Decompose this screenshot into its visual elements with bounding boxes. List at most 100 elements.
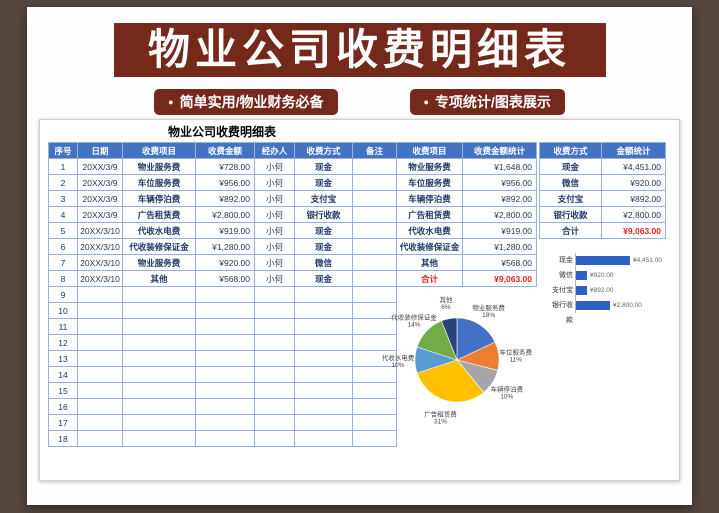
table-cell[interactable]: 车辆停泊费 — [122, 190, 196, 207]
table-cell[interactable]: 小何 — [254, 174, 295, 191]
table-cell[interactable]: ¥2,800.00 — [195, 206, 255, 223]
table-cell[interactable] — [77, 398, 123, 415]
table-cell[interactable]: 车位服务费 — [396, 174, 463, 191]
bar[interactable] — [576, 256, 630, 265]
table-cell[interactable]: 现金 — [294, 174, 353, 191]
table-cell[interactable] — [122, 382, 196, 399]
table-cell[interactable] — [77, 430, 123, 447]
total-label[interactable]: 合计 — [539, 222, 602, 239]
pie-slice[interactable] — [441, 317, 458, 361]
table-cell[interactable] — [254, 350, 295, 367]
table-cell[interactable]: 代收装修保证金 — [122, 238, 196, 255]
table-cell[interactable]: 物业服务费 — [122, 254, 196, 271]
table-cell[interactable] — [254, 366, 295, 383]
table-cell[interactable]: 小何 — [254, 206, 295, 223]
table-cell[interactable]: 20XX/3/10 — [77, 254, 123, 271]
table-cell[interactable] — [122, 302, 196, 319]
table-cell[interactable]: ¥892.00 — [195, 190, 255, 207]
table-cell[interactable]: 2 — [48, 174, 78, 191]
table-cell[interactable]: ¥4,451.00 — [601, 158, 666, 175]
table-cell[interactable] — [77, 414, 123, 431]
table-cell[interactable]: ¥2,800.00 — [462, 206, 537, 223]
table-cell[interactable] — [352, 430, 397, 447]
table-cell[interactable]: 20XX/3/9 — [77, 206, 123, 223]
table-cell[interactable]: ¥568.00 — [462, 254, 537, 271]
total-value[interactable]: ¥9,063.00 — [601, 222, 666, 239]
table-cell[interactable]: ¥919.00 — [462, 222, 537, 239]
table-cell[interactable] — [77, 366, 123, 383]
table-cell[interactable]: 5 — [48, 222, 78, 239]
table-cell[interactable] — [122, 430, 196, 447]
table-cell[interactable] — [294, 382, 353, 399]
table-cell[interactable] — [122, 398, 196, 415]
table-cell[interactable] — [77, 302, 123, 319]
table-cell[interactable] — [294, 366, 353, 383]
table-cell[interactable]: 20XX/3/10 — [77, 238, 123, 255]
table-cell[interactable]: 现金 — [294, 222, 353, 239]
table-cell[interactable] — [352, 254, 397, 271]
table-cell[interactable] — [122, 286, 196, 303]
table-cell[interactable] — [195, 382, 255, 399]
table-cell[interactable] — [122, 350, 196, 367]
table-cell[interactable] — [294, 302, 353, 319]
table-cell[interactable]: 9 — [48, 286, 78, 303]
table-cell[interactable]: ¥568.00 — [195, 270, 255, 287]
table-cell[interactable]: 13 — [48, 350, 78, 367]
table-cell[interactable] — [254, 334, 295, 351]
table-cell[interactable] — [352, 222, 397, 239]
table-cell[interactable]: 4 — [48, 206, 78, 223]
table-cell[interactable]: 现金 — [294, 270, 353, 287]
bar[interactable] — [576, 301, 610, 310]
table-cell[interactable] — [195, 366, 255, 383]
table-cell[interactable] — [195, 430, 255, 447]
table-cell[interactable]: 小何 — [254, 238, 295, 255]
table-cell[interactable]: 20XX/3/9 — [77, 174, 123, 191]
table-cell[interactable]: 车辆停泊费 — [396, 190, 463, 207]
table-cell[interactable]: 小何 — [254, 190, 295, 207]
table-cell[interactable] — [195, 414, 255, 431]
table-cell[interactable] — [122, 366, 196, 383]
table-cell[interactable]: 20XX/3/10 — [77, 222, 123, 239]
table-cell[interactable]: 代收水电费 — [396, 222, 463, 239]
table-cell[interactable]: ¥920.00 — [601, 174, 666, 191]
table-cell[interactable] — [122, 334, 196, 351]
table-cell[interactable] — [254, 414, 295, 431]
table-cell[interactable] — [294, 430, 353, 447]
table-cell[interactable]: 小何 — [254, 222, 295, 239]
table-cell[interactable]: 其他 — [122, 270, 196, 287]
table-cell[interactable]: 银行收款 — [294, 206, 353, 223]
table-cell[interactable]: 10 — [48, 302, 78, 319]
table-cell[interactable] — [195, 334, 255, 351]
table-cell[interactable]: ¥728.00 — [195, 158, 255, 175]
total-label[interactable]: 合计 — [396, 270, 463, 287]
table-cell[interactable]: 20XX/3/9 — [77, 190, 123, 207]
table-cell[interactable]: 支付宝 — [539, 190, 602, 207]
table-cell[interactable] — [352, 174, 397, 191]
table-cell[interactable]: 微信 — [539, 174, 602, 191]
table-cell[interactable]: 广告租赁费 — [122, 206, 196, 223]
table-cell[interactable] — [195, 302, 255, 319]
table-cell[interactable] — [195, 398, 255, 415]
table-cell[interactable] — [352, 206, 397, 223]
table-cell[interactable] — [294, 334, 353, 351]
table-cell[interactable] — [352, 158, 397, 175]
table-cell[interactable] — [294, 286, 353, 303]
table-cell[interactable]: 现金 — [539, 158, 602, 175]
pie-slice[interactable] — [456, 317, 496, 361]
table-cell[interactable]: ¥892.00 — [462, 190, 537, 207]
table-cell[interactable]: ¥1,648.00 — [462, 158, 537, 175]
table-cell[interactable]: 支付宝 — [294, 190, 353, 207]
table-cell[interactable]: ¥920.00 — [195, 254, 255, 271]
table-cell[interactable] — [77, 350, 123, 367]
table-cell[interactable]: 代收水电费 — [122, 222, 196, 239]
table-cell[interactable]: 20XX/3/9 — [77, 158, 123, 175]
table-cell[interactable]: 小何 — [254, 270, 295, 287]
bar[interactable] — [576, 286, 587, 295]
table-cell[interactable]: 车位服务费 — [122, 174, 196, 191]
table-cell[interactable]: 银行收款 — [539, 206, 602, 223]
table-cell[interactable] — [294, 318, 353, 335]
table-cell[interactable]: 11 — [48, 318, 78, 335]
table-cell[interactable]: 17 — [48, 414, 78, 431]
table-cell[interactable]: 现金 — [294, 238, 353, 255]
table-cell[interactable] — [77, 286, 123, 303]
